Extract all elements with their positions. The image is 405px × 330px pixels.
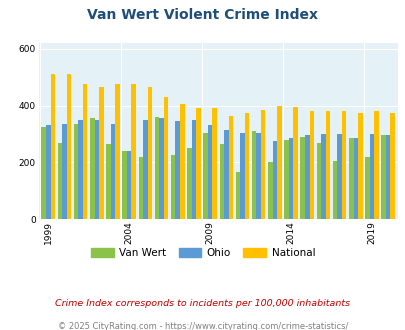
Bar	[251, 131, 256, 219]
Bar	[115, 84, 119, 219]
Bar	[62, 124, 66, 219]
Bar	[256, 133, 260, 219]
Bar	[106, 144, 111, 219]
Bar	[138, 157, 143, 219]
Bar	[154, 117, 159, 219]
Bar	[244, 113, 249, 219]
Bar	[325, 111, 329, 219]
Bar	[353, 138, 357, 219]
Bar	[240, 133, 244, 219]
Bar	[277, 106, 281, 219]
Bar	[341, 111, 345, 219]
Bar	[127, 151, 131, 219]
Bar	[171, 155, 175, 219]
Bar	[191, 120, 196, 219]
Text: Van Wert Violent Crime Index: Van Wert Violent Crime Index	[87, 8, 318, 22]
Bar	[58, 143, 62, 219]
Bar	[288, 138, 292, 219]
Legend: Van Wert, Ohio, National: Van Wert, Ohio, National	[86, 244, 319, 262]
Bar	[267, 162, 272, 219]
Bar	[50, 74, 55, 219]
Bar	[78, 120, 83, 219]
Bar	[99, 87, 103, 219]
Bar	[224, 130, 228, 219]
Bar	[385, 135, 390, 219]
Bar	[203, 133, 207, 219]
Bar	[228, 115, 232, 219]
Bar	[337, 134, 341, 219]
Bar	[357, 113, 362, 219]
Text: Crime Index corresponds to incidents per 100,000 inhabitants: Crime Index corresponds to incidents per…	[55, 299, 350, 308]
Bar	[196, 108, 200, 219]
Bar	[332, 161, 337, 219]
Bar	[292, 107, 297, 219]
Bar	[380, 135, 385, 219]
Bar	[316, 143, 320, 219]
Bar	[111, 124, 115, 219]
Bar	[164, 97, 168, 219]
Bar	[131, 84, 136, 219]
Bar	[46, 125, 50, 219]
Bar	[175, 121, 179, 219]
Bar	[83, 84, 87, 219]
Bar	[66, 74, 71, 219]
Bar	[260, 110, 265, 219]
Bar	[94, 120, 99, 219]
Bar	[187, 148, 191, 219]
Bar	[348, 138, 353, 219]
Bar	[122, 151, 127, 219]
Bar	[147, 87, 152, 219]
Bar	[74, 124, 78, 219]
Bar	[207, 125, 212, 219]
Bar	[179, 104, 184, 219]
Bar	[284, 140, 288, 219]
Bar	[369, 134, 373, 219]
Bar	[373, 111, 378, 219]
Bar	[309, 111, 313, 219]
Text: © 2025 CityRating.com - https://www.cityrating.com/crime-statistics/: © 2025 CityRating.com - https://www.city…	[58, 322, 347, 330]
Bar	[219, 144, 224, 219]
Bar	[390, 113, 394, 219]
Bar	[143, 120, 147, 219]
Bar	[235, 173, 240, 219]
Bar	[212, 108, 216, 219]
Bar	[320, 134, 325, 219]
Bar	[159, 118, 164, 219]
Bar	[300, 137, 304, 219]
Bar	[272, 141, 277, 219]
Bar	[41, 127, 46, 219]
Bar	[364, 157, 369, 219]
Bar	[90, 118, 94, 219]
Bar	[304, 135, 309, 219]
